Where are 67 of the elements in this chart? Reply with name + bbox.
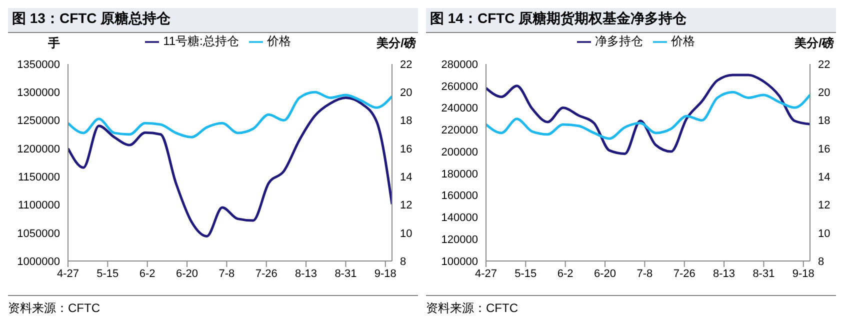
x-tick-label: 9-18 <box>792 268 814 280</box>
legend-label: 价格 <box>671 34 695 48</box>
y2-tick-label: 18 <box>400 115 412 128</box>
x-tick-label: 7-8 <box>636 268 653 280</box>
x-tick-label: 6-2 <box>139 268 156 280</box>
legend-label: 11号糖:总持仓 <box>163 34 239 48</box>
x-tick-label: 7-26 <box>255 268 278 280</box>
y-tick-label: 100000 <box>441 256 478 268</box>
y-tick-label: 180000 <box>441 168 478 180</box>
x-tick-label: 5-15 <box>96 268 119 280</box>
y2-tick-label: 10 <box>818 228 830 240</box>
x-tick-label: 5-15 <box>514 268 537 280</box>
y2-tick-label: 16 <box>818 143 830 156</box>
x-tick-label: 6-20 <box>176 268 198 280</box>
y2-tick-label: 8 <box>400 256 406 268</box>
y2-tick-label: 8 <box>818 256 824 268</box>
y-tick-label: 1350000 <box>17 58 60 71</box>
y-tick-label: 160000 <box>441 190 478 202</box>
y-axis-title: 手 <box>48 35 60 52</box>
line-series <box>486 74 810 155</box>
legend-label: 价格 <box>266 34 291 48</box>
y-tick-label: 240000 <box>441 102 478 115</box>
x-tick-label: 7-26 <box>673 268 696 280</box>
x-tick-label: 4-27 <box>474 268 498 280</box>
x-tick-label: 6-20 <box>594 268 616 280</box>
y2-tick-label: 22 <box>400 58 412 71</box>
x-tick-label: 8-13 <box>713 268 736 280</box>
x-tick-label: 6-2 <box>557 268 574 280</box>
y-tick-label: 280000 <box>441 58 478 71</box>
y2-tick-label: 16 <box>400 143 412 156</box>
x-tick-label: 4-27 <box>56 268 80 280</box>
legend-label: 净多持仓 <box>595 34 643 48</box>
y-tick-label: 1150000 <box>18 171 60 184</box>
x-tick-label: 8-31 <box>752 268 775 280</box>
y-tick-label: 220000 <box>441 124 478 137</box>
y-tick-label: 120000 <box>441 234 478 246</box>
y2-tick-label: 12 <box>400 200 412 212</box>
y-tick-label: 1200000 <box>17 143 60 156</box>
line-series <box>68 90 392 138</box>
y2-tick-label: 20 <box>818 87 830 100</box>
y-tick-label: 1250000 <box>17 115 60 128</box>
x-tick-label: 8-31 <box>334 268 357 280</box>
y-tick-label: 200000 <box>441 146 478 158</box>
y2-tick-label: 10 <box>400 228 412 240</box>
text: 资料来源：CFTC <box>426 300 519 317</box>
text: 资料来源：CFTC <box>8 300 101 317</box>
chart-title: 图 13：CFTC 原糖总持仓 <box>8 8 418 33</box>
y2-axis-title: 美分/磅 <box>376 35 416 52</box>
y-tick-label: 260000 <box>441 80 478 93</box>
x-tick-label: 9-18 <box>374 268 396 280</box>
chart-title: 图 14：CFTC 原糖期货期权基金净多持仓 <box>426 8 836 33</box>
y2-tick-label: 20 <box>400 87 412 100</box>
y2-tick-label: 14 <box>818 171 830 184</box>
y-tick-label: 1300000 <box>17 87 60 100</box>
y2-tick-label: 14 <box>400 171 412 184</box>
y2-tick-label: 18 <box>818 115 830 128</box>
x-tick-label: 7-8 <box>218 268 235 280</box>
line-series <box>68 96 392 238</box>
y2-tick-label: 12 <box>818 200 830 212</box>
y2-tick-label: 22 <box>818 58 830 71</box>
y-tick-label: 140000 <box>441 212 478 224</box>
y-tick-label: 1050000 <box>17 228 60 240</box>
line-series <box>486 90 810 140</box>
y-tick-label: 1100000 <box>18 200 60 212</box>
x-tick-label: 8-13 <box>295 268 318 280</box>
y-tick-label: 1000000 <box>17 256 60 268</box>
y2-axis-title: 美分/磅 <box>794 35 834 52</box>
